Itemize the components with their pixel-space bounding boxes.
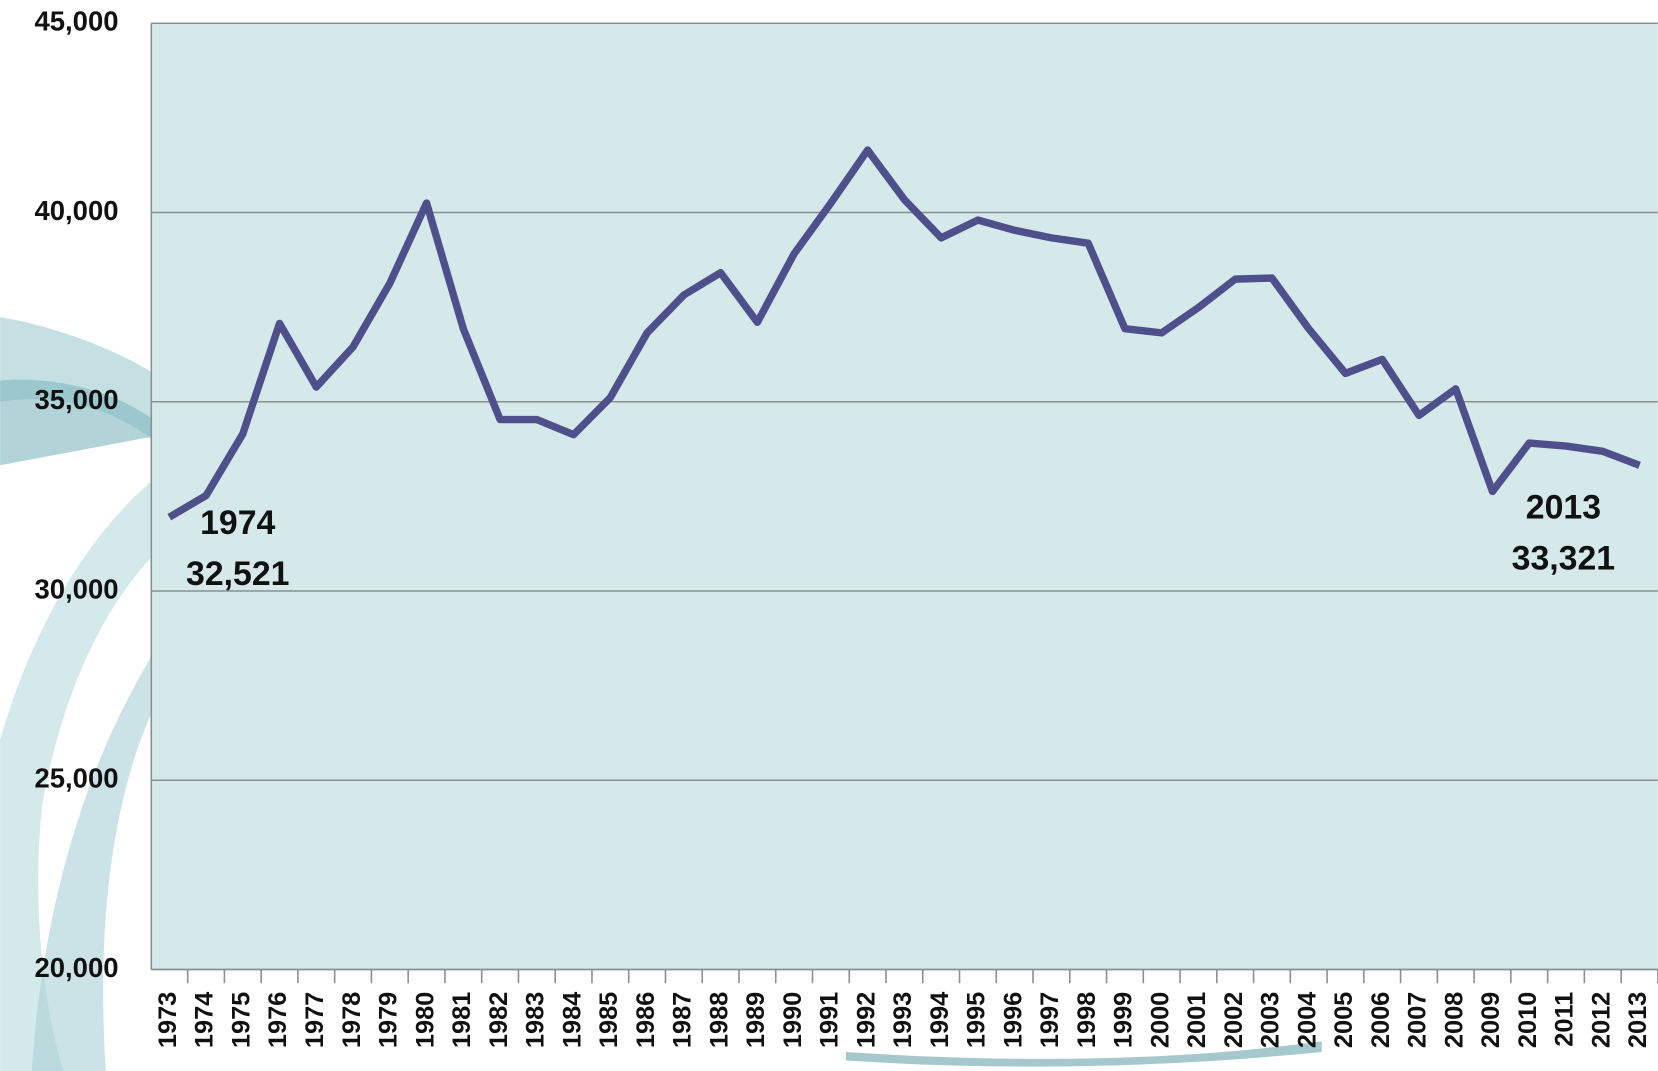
annotation-year: 2013 bbox=[1526, 489, 1601, 527]
x-tick-label: 1979 bbox=[375, 992, 403, 1048]
x-tick-label: 2005 bbox=[1330, 992, 1358, 1048]
annotation-value: 32,521 bbox=[186, 555, 289, 593]
x-tick-label: 1996 bbox=[999, 992, 1027, 1048]
x-tick-label: 2006 bbox=[1367, 992, 1395, 1048]
x-tick-label: 1974 bbox=[191, 992, 219, 1048]
y-tick-label: 45,000 bbox=[34, 6, 118, 37]
y-tick-label: 25,000 bbox=[34, 763, 118, 794]
x-tick-label: 1990 bbox=[779, 992, 807, 1048]
x-tick-label: 1973 bbox=[154, 992, 182, 1048]
x-tick-label: 1980 bbox=[411, 992, 439, 1048]
x-tick-label: 1988 bbox=[705, 992, 733, 1048]
x-tick-label: 1998 bbox=[1073, 992, 1101, 1048]
background-swirl bbox=[0, 317, 1322, 1071]
annotation-year: 1974 bbox=[200, 504, 275, 542]
x-tick-label: 2008 bbox=[1440, 992, 1468, 1048]
y-tick-label: 20,000 bbox=[34, 952, 118, 983]
x-tick-label: 1975 bbox=[227, 992, 255, 1048]
x-tick-label: 1993 bbox=[889, 992, 917, 1048]
x-tick-label: 1989 bbox=[742, 992, 770, 1048]
x-tick-label: 2002 bbox=[1220, 992, 1248, 1048]
x-tick-label: 2001 bbox=[1183, 992, 1211, 1048]
x-tick-label: 1977 bbox=[301, 992, 329, 1048]
x-tick-label: 1997 bbox=[1036, 992, 1064, 1048]
x-tick-label: 2007 bbox=[1404, 992, 1432, 1048]
x-tick-label: 1984 bbox=[558, 992, 586, 1048]
x-tick-label: 1976 bbox=[264, 992, 292, 1048]
plot-area bbox=[151, 23, 1658, 970]
x-tick-label: 2012 bbox=[1587, 992, 1615, 1048]
x-tick-label: 1982 bbox=[485, 992, 513, 1048]
x-tick-label: 1991 bbox=[816, 992, 844, 1048]
x-tick-label: 1994 bbox=[926, 992, 954, 1048]
x-tick-label: 1983 bbox=[522, 992, 550, 1048]
x-tick-label: 1987 bbox=[669, 992, 697, 1048]
annotation-value: 33,321 bbox=[1512, 539, 1615, 577]
x-tick-label: 2000 bbox=[1146, 992, 1174, 1048]
x-tick-label: 2010 bbox=[1514, 992, 1542, 1048]
x-tick-label: 1985 bbox=[595, 992, 623, 1048]
x-tick-label: 1986 bbox=[632, 992, 660, 1048]
y-tick-label: 30,000 bbox=[34, 573, 118, 604]
x-tick-label: 2011 bbox=[1551, 992, 1579, 1047]
y-tick-label: 35,000 bbox=[34, 384, 118, 415]
y-tick-label: 40,000 bbox=[34, 195, 118, 226]
x-tick-label: 2004 bbox=[1293, 992, 1321, 1048]
x-tick-label: 1992 bbox=[852, 992, 880, 1048]
x-tick-label: 2009 bbox=[1477, 992, 1505, 1048]
x-tick-label: 1981 bbox=[448, 992, 476, 1048]
x-tick-label: 1999 bbox=[1110, 992, 1138, 1048]
x-tick-label: 2003 bbox=[1257, 992, 1285, 1048]
x-tick-label: 1995 bbox=[963, 992, 991, 1048]
x-tick-label: 2013 bbox=[1624, 992, 1652, 1048]
x-tick-label: 1978 bbox=[338, 992, 366, 1048]
data-line bbox=[167, 146, 1641, 521]
